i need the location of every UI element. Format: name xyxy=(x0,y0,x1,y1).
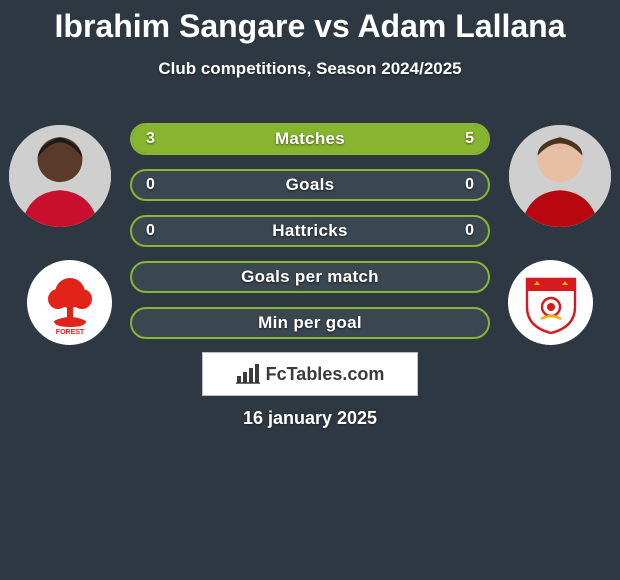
stat-bar: Matches3 5 xyxy=(130,123,490,155)
bar-chart-icon xyxy=(236,364,260,384)
page-title: Ibrahim Sangare vs Adam Lallana xyxy=(0,0,620,45)
player-right-avatar xyxy=(509,125,611,227)
stat-label: Hattricks xyxy=(132,217,488,245)
date-label: 16 january 2025 xyxy=(0,408,620,429)
southampton-icon xyxy=(519,271,583,335)
club-right-logo xyxy=(508,260,593,345)
stat-value-left: 0 xyxy=(146,171,155,199)
svg-text:FOREST: FOREST xyxy=(55,329,84,335)
club-left-logo: FOREST xyxy=(27,260,112,345)
watermark-text: FcTables.com xyxy=(266,364,385,385)
watermark: FcTables.com xyxy=(202,352,418,396)
person-icon xyxy=(9,125,111,227)
comparison-bars: Matches35Goals00Hattricks00Goals per mat… xyxy=(130,123,490,339)
person-icon xyxy=(509,125,611,227)
stat-value-right: 5 xyxy=(465,125,474,153)
stat-bar: Hattricks0 0 xyxy=(130,215,490,247)
stat-value-left: 0 xyxy=(146,217,155,245)
player-left-avatar xyxy=(9,125,111,227)
stat-label: Goals xyxy=(132,171,488,199)
stat-label: Min per goal xyxy=(132,309,488,337)
stat-bar: Goals0 0 xyxy=(130,169,490,201)
stat-bar: Min per goal xyxy=(130,307,490,339)
stat-value-right: 0 xyxy=(465,217,474,245)
subtitle: Club competitions, Season 2024/2025 xyxy=(0,59,620,79)
nottingham-forest-icon: FOREST xyxy=(38,271,102,335)
stat-value-left: 3 xyxy=(146,125,155,153)
stat-value-right: 0 xyxy=(465,171,474,199)
stat-label: Goals per match xyxy=(132,263,488,291)
stat-label: Matches xyxy=(132,125,488,153)
stat-bar: Goals per match xyxy=(130,261,490,293)
